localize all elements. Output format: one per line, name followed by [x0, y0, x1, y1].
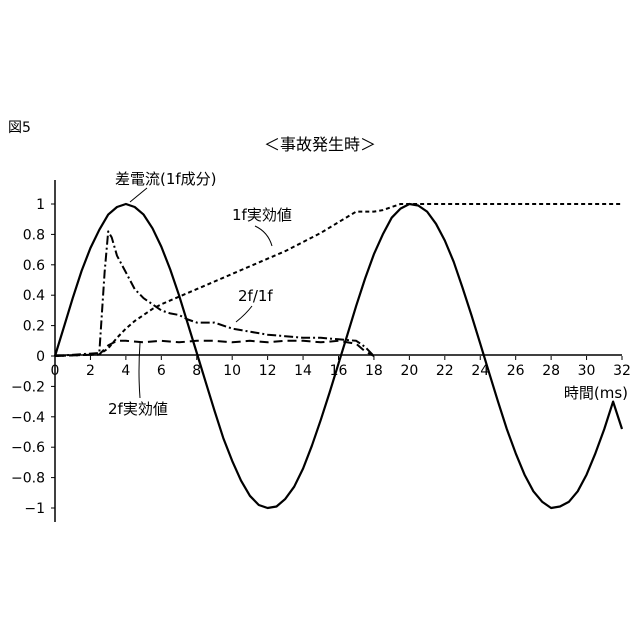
y-tick-label: 0.6 — [23, 258, 45, 274]
y-tick-label: −0.8 — [11, 471, 45, 487]
y-tick-label: −0.4 — [11, 410, 45, 426]
series-label-1f-rms: 1f実効値 — [232, 206, 292, 224]
y-tick-label: 0 — [36, 349, 45, 365]
x-tick-label: 18 — [365, 363, 383, 379]
x-tick-label: 22 — [436, 363, 454, 379]
series-line-1 — [55, 204, 622, 356]
y-tick-label: −0.2 — [11, 379, 45, 395]
y-tick-label: −0.6 — [11, 440, 45, 456]
x-tick-label: 26 — [507, 363, 525, 379]
series-label-2f-1f: 2f/1f — [238, 287, 273, 305]
series-line-3 — [55, 341, 374, 356]
leader-diff-current — [130, 188, 147, 202]
x-tick-label: 24 — [471, 363, 489, 379]
x-tick-label: 20 — [400, 363, 418, 379]
x-tick-label: 4 — [121, 363, 130, 379]
x-tick-label: 12 — [259, 363, 277, 379]
leader-1f-rms — [255, 226, 272, 246]
x-tick-label: 32 — [613, 363, 631, 379]
x-tick-label: 6 — [157, 363, 166, 379]
y-tick-label: 0.4 — [23, 288, 45, 304]
x-tick-label: 28 — [542, 363, 560, 379]
x-tick-label: 16 — [330, 363, 348, 379]
x-tick-label: 14 — [294, 363, 312, 379]
leader-2f-rms — [139, 343, 140, 398]
x-axis-label: 時間(ms) — [564, 384, 628, 402]
ticks-layer: 0246810121416182022242628303210.80.60.40… — [11, 197, 631, 517]
leader-2f-1f — [236, 306, 252, 322]
x-tick-label: 8 — [192, 363, 201, 379]
x-tick-label: 2 — [86, 363, 95, 379]
y-tick-label: 0.8 — [23, 227, 45, 243]
y-tick-label: 1 — [36, 197, 45, 213]
figure-label: 図5 — [8, 120, 31, 136]
series-label-diff-current: 差電流(1f成分) — [115, 170, 217, 188]
chart-title: ＜事故発生時＞ — [264, 135, 376, 154]
y-tick-label: −1 — [24, 501, 45, 517]
x-tick-label: 30 — [578, 363, 596, 379]
series-label-2f-rms: 2f実効値 — [108, 400, 168, 418]
series-line-2 — [55, 231, 374, 356]
y-tick-label: 0.2 — [23, 319, 45, 335]
x-tick-label: 0 — [51, 363, 60, 379]
x-tick-label: 10 — [223, 363, 241, 379]
